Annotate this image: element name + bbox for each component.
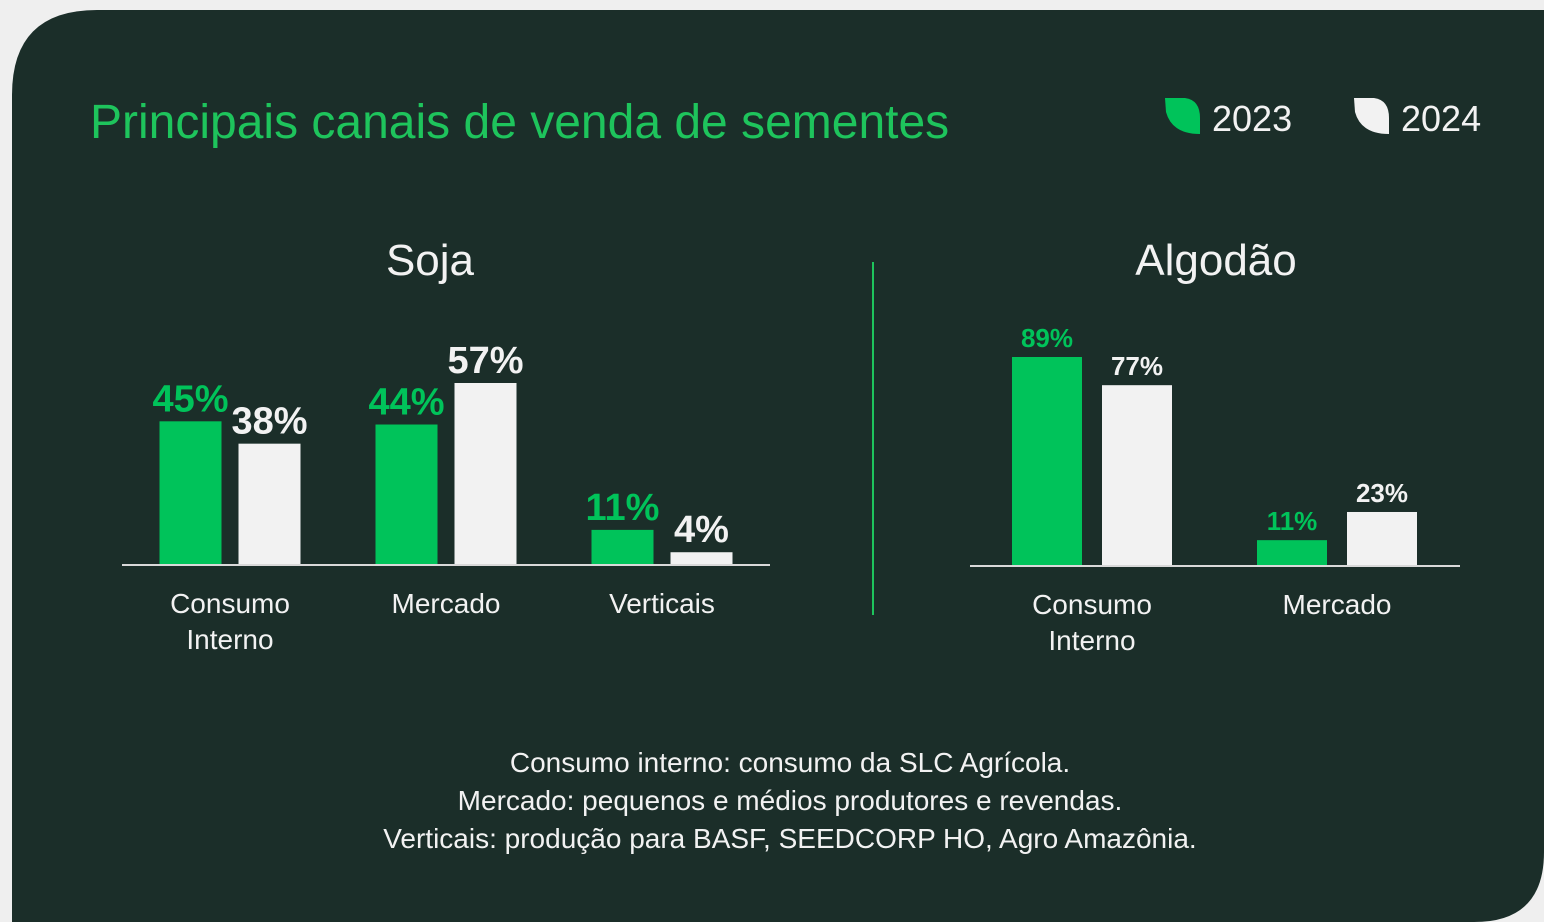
legend-label: 2023 — [1212, 98, 1292, 139]
note: Consumo interno: consumo da SLC Agrícola… — [510, 747, 1070, 778]
chart-title: Algodão — [1135, 236, 1296, 285]
bar — [238, 443, 301, 565]
value-label: 4% — [674, 509, 729, 551]
panel-background — [12, 10, 1544, 922]
bar — [159, 421, 222, 565]
value-label: 57% — [447, 340, 523, 382]
bar — [1347, 511, 1417, 566]
x-tick-label: Mercado — [1282, 589, 1392, 620]
chart-title: Soja — [386, 236, 475, 285]
value-label: 38% — [231, 401, 307, 443]
bar — [1102, 385, 1172, 566]
bar — [454, 383, 517, 565]
x-tick-label: Consumo Interno — [170, 588, 290, 655]
note: Mercado: pequenos e médios produtores e … — [458, 785, 1123, 816]
value-label: 44% — [368, 382, 444, 424]
bar — [1012, 357, 1082, 566]
bar — [1257, 540, 1327, 566]
note: Verticais: produção para BASF, SEEDCORP … — [383, 823, 1196, 854]
x-tick-label: Mercado — [391, 588, 501, 619]
bar — [591, 529, 654, 565]
value-label: 77% — [1111, 351, 1163, 381]
bar — [670, 552, 733, 565]
x-tick-label: Verticais — [609, 588, 715, 619]
x-tick-label: Consumo Interno — [1032, 589, 1152, 656]
page-title: Principais canais de venda de sementes — [90, 96, 949, 149]
value-label: 89% — [1021, 323, 1073, 353]
legend-label: 2024 — [1401, 98, 1481, 139]
legend-icon — [1165, 98, 1200, 134]
legend-icon — [1354, 98, 1389, 134]
value-label: 45% — [152, 378, 228, 420]
value-label: 11% — [1267, 506, 1318, 536]
value-label: 23% — [1356, 478, 1408, 508]
value-label: 11% — [586, 487, 660, 529]
bar — [375, 424, 438, 565]
